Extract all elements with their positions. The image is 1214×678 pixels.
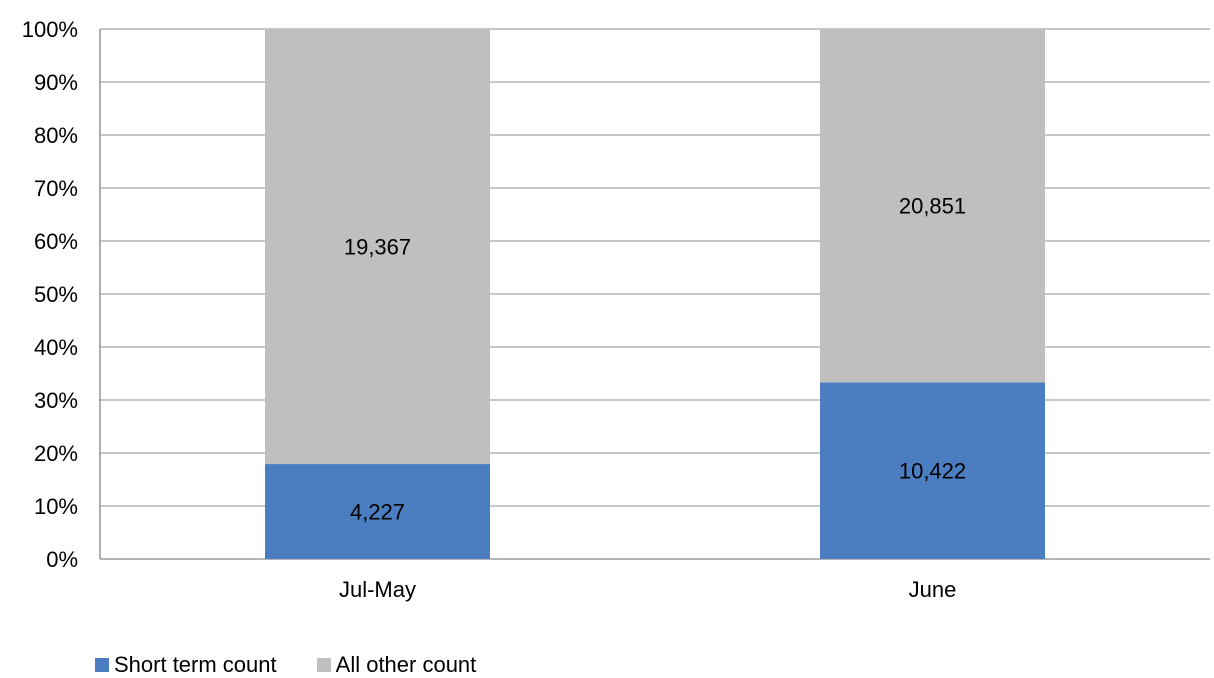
legend-label-all-other: All other count bbox=[335, 652, 477, 677]
data-label: 19,367 bbox=[344, 235, 411, 260]
legend: Short term count All other count bbox=[95, 652, 516, 678]
y-tick-label: 0% bbox=[46, 547, 78, 572]
legend-item-short-term: Short term count bbox=[95, 652, 277, 678]
bar-segment bbox=[820, 382, 1045, 559]
y-tick-label: 100% bbox=[22, 17, 78, 42]
data-label: 10,422 bbox=[899, 459, 966, 484]
y-tick-label: 60% bbox=[34, 229, 78, 254]
y-tick-label: 40% bbox=[34, 335, 78, 360]
y-tick-label: 30% bbox=[34, 388, 78, 413]
bar-segment bbox=[265, 29, 490, 465]
y-tick-label: 50% bbox=[34, 282, 78, 307]
bar-segment bbox=[265, 464, 490, 559]
y-tick-label: 80% bbox=[34, 123, 78, 148]
legend-label-short-term: Short term count bbox=[114, 652, 277, 677]
legend-swatch-short-term bbox=[95, 658, 109, 672]
chart-plot: 0% 10% 20% 30% 40% 50% 60% 70% 80% 90% 100% 4,227 19… bbox=[22, 17, 1210, 602]
legend-item-all-other: All other count bbox=[316, 652, 477, 678]
x-category-label: June bbox=[909, 577, 957, 602]
bar-segment bbox=[820, 29, 1045, 383]
x-category-label: Jul-May bbox=[339, 577, 416, 602]
data-label: 4,227 bbox=[350, 500, 405, 525]
y-tick-label: 20% bbox=[34, 441, 78, 466]
legend-swatch-all-other bbox=[316, 658, 331, 672]
y-tick-label: 10% bbox=[34, 494, 78, 519]
data-label: 20,851 bbox=[899, 194, 966, 219]
y-tick-label: 90% bbox=[34, 70, 78, 95]
y-tick-label: 70% bbox=[34, 176, 78, 201]
